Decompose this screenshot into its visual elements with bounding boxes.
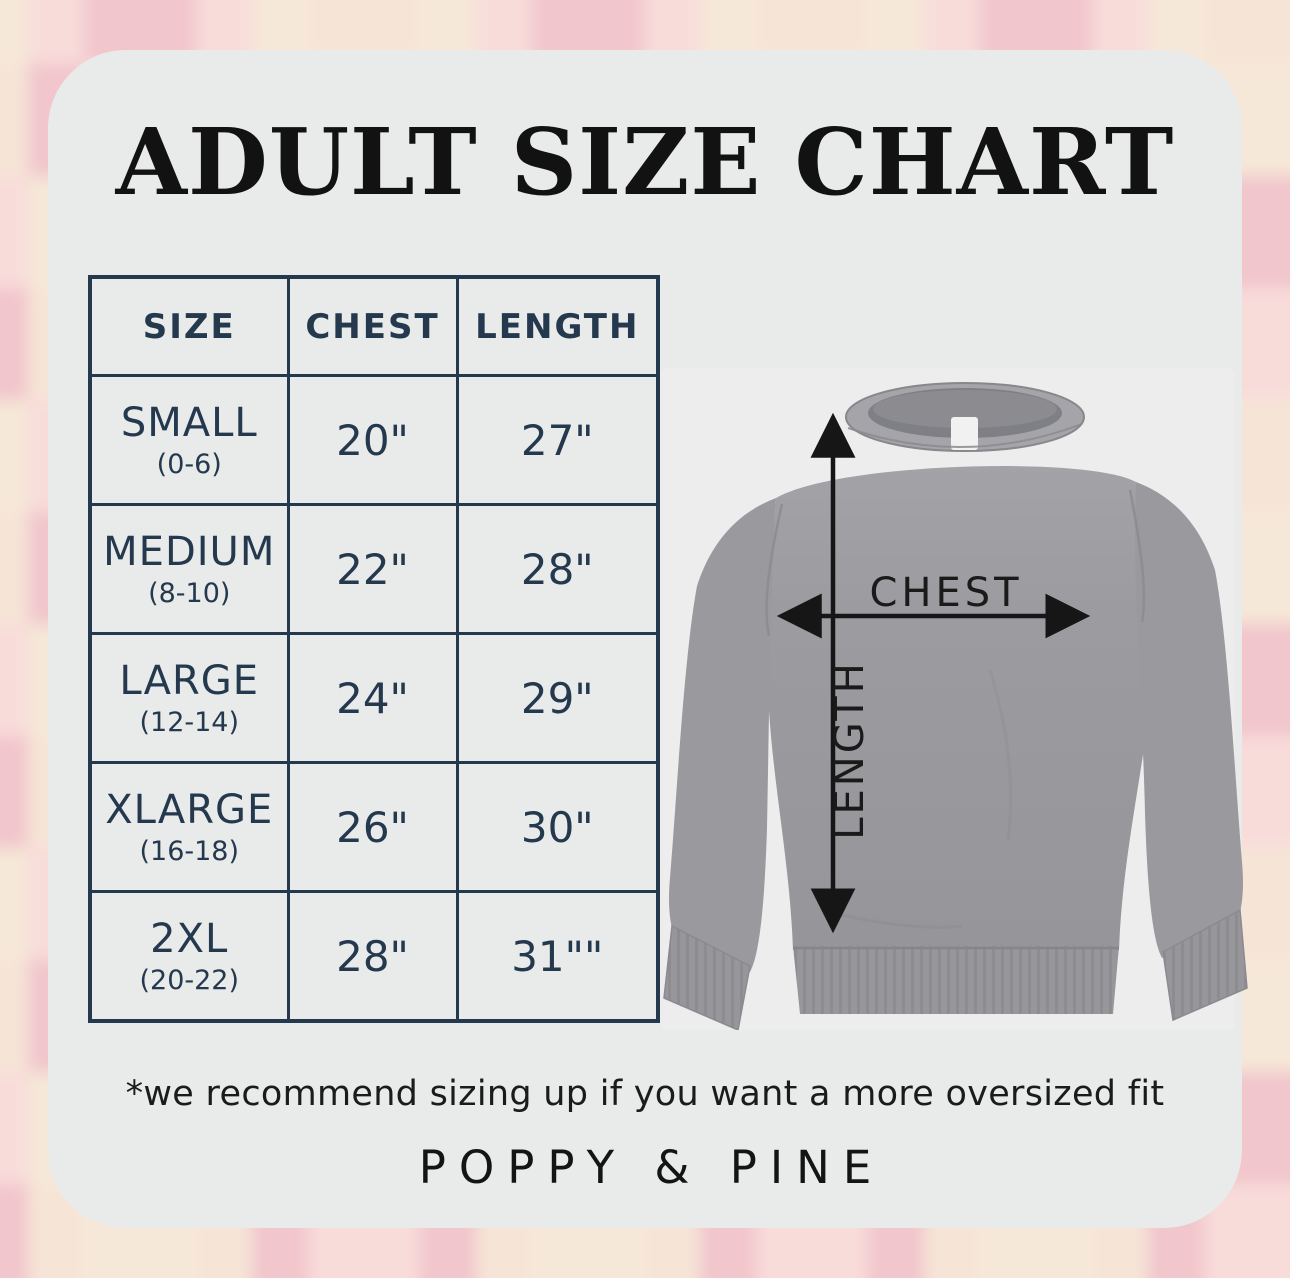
sweatshirt-right-sleeve <box>1135 482 1243 958</box>
sweatshirt-diagram: CHEST LENGTH <box>663 382 1248 1030</box>
chest-cell: 22" <box>286 503 459 635</box>
chest-label: CHEST <box>869 570 1022 616</box>
length-cell: 30" <box>455 761 660 893</box>
header-length: LENGTH <box>455 275 660 377</box>
left-cuff <box>663 924 751 1030</box>
size-age-range: (8-10) <box>148 577 231 609</box>
chest-cell: 20" <box>286 374 459 506</box>
left-armhole-seam <box>765 503 784 637</box>
size-age-range: (16-18) <box>139 835 240 867</box>
sweatshirt-illustration <box>663 382 1248 1030</box>
chest-cell: 26" <box>286 761 459 893</box>
measurement-arrows: CHEST LENGTH <box>776 412 1091 934</box>
collar-seam <box>847 423 1083 448</box>
collar-inner-rim <box>873 390 1057 428</box>
size-label: LARGE <box>119 657 260 704</box>
length-cell: 29" <box>455 632 660 764</box>
size-label: 2XL <box>150 915 229 962</box>
size-age-range: (0-6) <box>156 448 222 480</box>
table-row: MEDIUM (8-10) 22" 28" <box>88 503 660 635</box>
length-cell: 31"" <box>455 890 660 1023</box>
size-cell: LARGE (12-14) <box>88 632 290 764</box>
hem-band <box>793 946 1119 1014</box>
table-row: SMALL (0-6) 20" 27" <box>88 374 660 506</box>
length-label: LENGTH <box>827 660 873 840</box>
header-chest: CHEST <box>286 275 459 377</box>
sweatshirt-torso <box>767 466 1156 950</box>
brand-name: POPPY & PINE <box>418 1141 885 1194</box>
table-row: XLARGE (16-18) 26" 30" <box>88 761 660 893</box>
size-age-range: (20-22) <box>139 964 240 996</box>
chest-cell: 24" <box>286 632 459 764</box>
neck-tag <box>951 417 978 450</box>
sweatshirt-left-sleeve <box>669 498 776 972</box>
right-armhole-seam <box>1128 489 1146 623</box>
size-label: SMALL <box>120 399 258 446</box>
size-cell: 2XL (20-22) <box>88 890 290 1023</box>
length-cell: 27" <box>455 374 660 506</box>
size-age-range: (12-14) <box>139 706 240 738</box>
table-header-row: SIZE CHEST LENGTH <box>88 275 660 377</box>
length-cell: 28" <box>455 503 660 635</box>
size-cell: MEDIUM (8-10) <box>88 503 290 635</box>
table-row: 2XL (20-22) 28" 31"" <box>88 890 660 1023</box>
sizing-note: *we recommend sizing up if you want a mo… <box>125 1074 1165 1114</box>
size-cell: XLARGE (16-18) <box>88 761 290 893</box>
size-label: MEDIUM <box>103 528 276 575</box>
size-cell: SMALL (0-6) <box>88 374 290 506</box>
size-label: XLARGE <box>105 786 274 833</box>
chest-cell: 28" <box>286 890 459 1023</box>
header-size: SIZE <box>88 275 290 377</box>
size-table: SIZE CHEST LENGTH SMALL (0-6) 20" 27" ME… <box>88 275 660 1023</box>
wrinkle <box>988 669 1013 841</box>
page-title: ADULT SIZE CHART <box>115 108 1175 216</box>
table-row: LARGE (12-14) 24" 29" <box>88 632 660 764</box>
right-cuff <box>1162 908 1248 1022</box>
